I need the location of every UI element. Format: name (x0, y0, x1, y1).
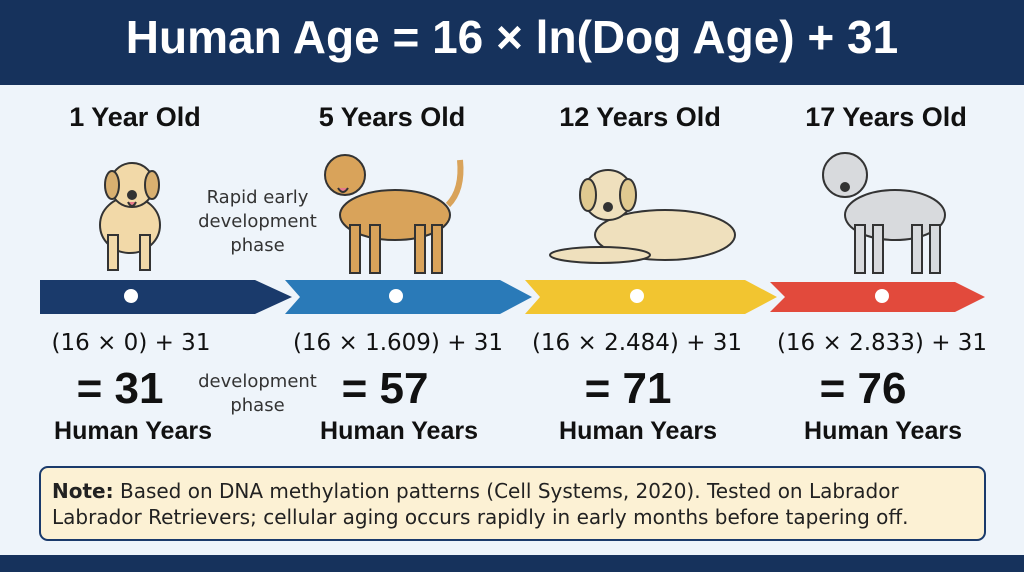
result: = 57 (341, 364, 429, 413)
result: = 71 (584, 364, 672, 413)
arrow-segment (525, 280, 777, 314)
timeline-dot (875, 289, 889, 303)
note-label: Note: (52, 479, 114, 503)
unit-label: Human Years (54, 417, 212, 445)
formula: (16 × 2.484) + 31 (531, 330, 743, 356)
dog-illustration (549, 169, 736, 264)
result: = 31 (76, 364, 164, 413)
dog-illustration (822, 152, 946, 274)
stage-label: 5 Years Old (318, 102, 466, 132)
stage-label: 12 Years Old (559, 102, 721, 132)
dog-illustration (324, 154, 464, 274)
footer-band (0, 555, 1024, 572)
title-band (0, 0, 1024, 85)
formula: (16 × 0) + 31 (51, 330, 211, 356)
unit-label: Human Years (559, 417, 717, 445)
arrow-segment (285, 280, 532, 314)
timeline-dot (389, 289, 403, 303)
note-text: Based on DNA methylation patterns (Cell … (52, 479, 909, 529)
note-box (39, 466, 986, 541)
arrow-segment (40, 280, 292, 314)
result: = 76 (819, 364, 907, 413)
timeline-dot (630, 289, 644, 303)
formula: (16 × 2.833) + 31 (776, 330, 988, 356)
dog-illustration (99, 162, 161, 271)
annotation: Rapid early development phase (198, 187, 317, 256)
unit-label: Human Years (804, 417, 962, 445)
timeline-dot (124, 289, 138, 303)
annotation: development phase (198, 371, 317, 416)
stage-label: 17 Years Old (805, 102, 967, 132)
stage-label: 1 Year Old (69, 102, 201, 132)
title: Human Age = 16 × ln(Dog Age) + 31 (125, 11, 899, 63)
unit-label: Human Years (320, 417, 478, 445)
formula: (16 × 1.609) + 31 (292, 330, 504, 356)
note: Note: Based on DNA methylation patterns … (52, 478, 977, 530)
